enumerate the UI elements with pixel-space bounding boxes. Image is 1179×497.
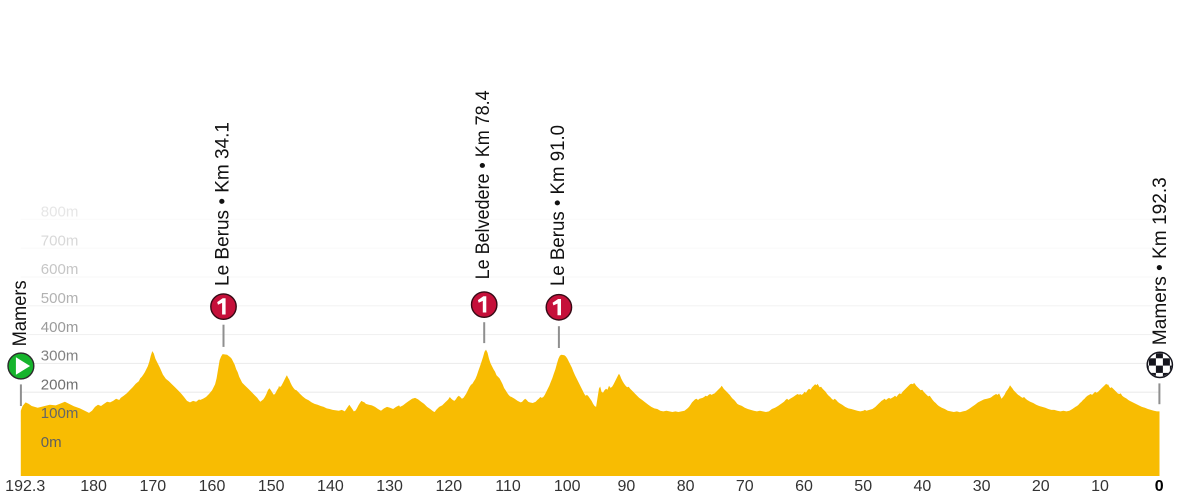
svg-text:600m: 600m xyxy=(41,261,79,278)
svg-text:100: 100 xyxy=(554,478,581,495)
svg-text:90: 90 xyxy=(618,478,636,495)
svg-text:150: 150 xyxy=(258,478,285,495)
svg-text:Mamers • Km 192.3: Mamers • Km 192.3 xyxy=(1150,177,1171,345)
svg-text:Le Berus • Km 91.0: Le Berus • Km 91.0 xyxy=(548,125,569,286)
svg-text:Le Belvedere • Km 78.4: Le Belvedere • Km 78.4 xyxy=(473,90,494,279)
svg-text:30: 30 xyxy=(973,478,991,495)
svg-text:400m: 400m xyxy=(41,319,79,336)
svg-text:10: 10 xyxy=(1091,478,1109,495)
svg-text:60: 60 xyxy=(795,478,813,495)
svg-text:40: 40 xyxy=(914,478,932,495)
svg-text:0m: 0m xyxy=(41,434,62,451)
svg-text:160: 160 xyxy=(199,478,226,495)
svg-text:130: 130 xyxy=(376,478,403,495)
svg-text:192.3: 192.3 xyxy=(5,478,45,495)
svg-text:80: 80 xyxy=(677,478,695,495)
svg-text:180: 180 xyxy=(80,478,107,495)
svg-text:Le Berus • Km 34.1: Le Berus • Km 34.1 xyxy=(213,122,234,286)
svg-text:20: 20 xyxy=(1032,478,1050,495)
svg-text:120: 120 xyxy=(435,478,462,495)
svg-text:170: 170 xyxy=(139,478,166,495)
svg-text:500m: 500m xyxy=(41,290,79,307)
svg-text:Mamers: Mamers xyxy=(10,280,31,346)
svg-text:200m: 200m xyxy=(41,376,79,393)
svg-text:800m: 800m xyxy=(41,204,79,221)
svg-text:50: 50 xyxy=(854,478,872,495)
svg-text:140: 140 xyxy=(317,478,344,495)
svg-text:70: 70 xyxy=(736,478,754,495)
svg-text:110: 110 xyxy=(495,478,521,495)
svg-text:300m: 300m xyxy=(41,348,79,365)
svg-text:100m: 100m xyxy=(41,405,79,422)
svg-text:0: 0 xyxy=(1155,478,1164,495)
svg-text:700m: 700m xyxy=(41,232,79,249)
